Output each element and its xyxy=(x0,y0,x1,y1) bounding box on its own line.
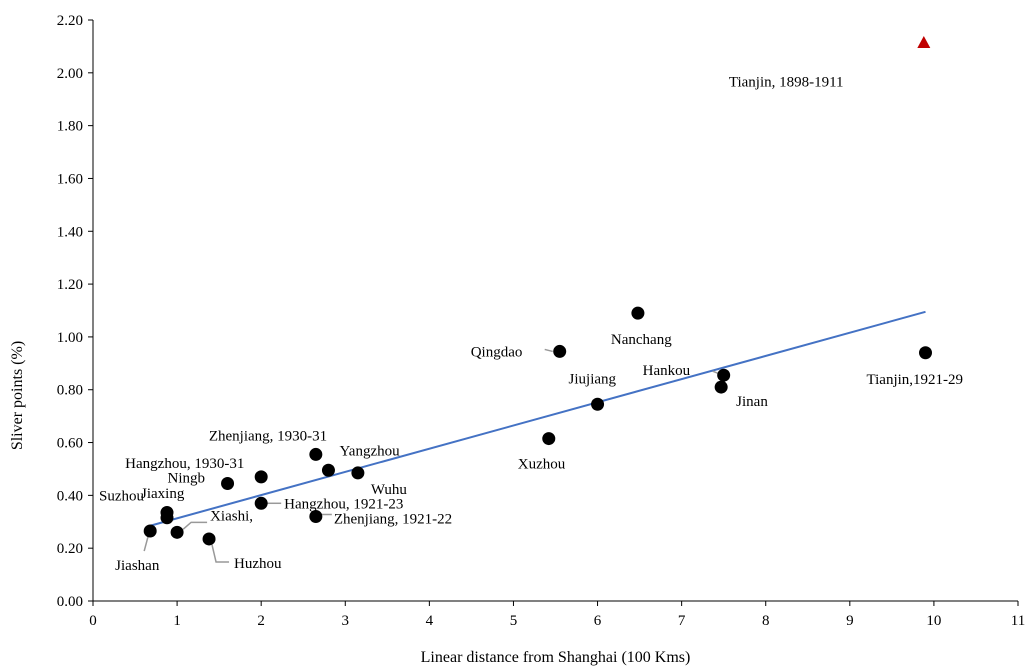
data-point-label: Xuzhou xyxy=(518,457,566,473)
data-point xyxy=(254,496,268,510)
data-point xyxy=(254,470,268,484)
data-point-label: Wuhu xyxy=(371,482,408,498)
label-leader-line xyxy=(211,544,230,563)
y-tick-label: 2.00 xyxy=(57,66,83,82)
y-tick-label: 1.40 xyxy=(57,224,83,240)
y-tick-label: 0.00 xyxy=(57,594,83,610)
y-tick-label: 1.00 xyxy=(57,330,83,346)
data-point-label: Zhenjiang, 1921-22 xyxy=(334,511,452,527)
x-tick-label: 0 xyxy=(89,613,97,629)
data-point xyxy=(919,346,932,360)
x-tick-label: 9 xyxy=(846,613,854,629)
x-axis-title: Linear distance from Shanghai (100 Kms) xyxy=(421,649,691,666)
x-tick-label: 3 xyxy=(342,613,350,629)
data-point xyxy=(170,525,184,539)
data-point-label: Jinan xyxy=(736,394,768,410)
data-point xyxy=(143,524,157,538)
y-tick-label: 0.20 xyxy=(57,541,83,557)
y-tick-label: 0.40 xyxy=(57,488,83,504)
label-leader-line xyxy=(712,370,718,374)
data-point xyxy=(542,432,556,446)
data-point xyxy=(160,511,174,525)
y-tick-label: 1.20 xyxy=(57,277,83,293)
data-point xyxy=(321,463,335,477)
data-point-label: Hankou xyxy=(643,363,691,379)
data-point-label: Qingdao xyxy=(471,344,523,360)
data-point-label: Xiashi, xyxy=(210,508,253,524)
data-point-label: Jiashan xyxy=(115,558,160,574)
label-leader-line xyxy=(182,521,208,530)
data-point-label: Tianjin,1921-29 xyxy=(867,372,964,388)
data-point xyxy=(202,532,216,546)
data-point-label: Yangzhou xyxy=(339,443,400,459)
y-tick-label: 1.60 xyxy=(57,171,83,187)
trendline xyxy=(149,310,926,527)
data-point-label: Hangzhou, 1930-31 xyxy=(125,456,244,472)
x-tick-label: 1 xyxy=(173,613,181,629)
data-point-label: Ningb xyxy=(168,470,206,486)
data-point xyxy=(631,306,645,320)
data-point-triangle xyxy=(917,35,931,48)
data-point-label: Jiaxing xyxy=(141,486,185,502)
y-tick-label: 2.20 xyxy=(57,13,83,29)
data-point-label: Zhenjiang, 1930-31 xyxy=(209,428,327,444)
x-tick-label: 8 xyxy=(762,613,770,629)
data-point xyxy=(717,368,731,382)
data-point xyxy=(221,476,235,490)
data-point xyxy=(309,509,323,523)
x-tick-label: 7 xyxy=(678,613,686,629)
data-point-label: Suzhou xyxy=(99,489,145,505)
data-point-label: Hangzhou, 1921-23 xyxy=(284,496,403,512)
x-tick-label: 6 xyxy=(594,613,602,629)
data-point xyxy=(714,380,728,394)
data-point xyxy=(351,466,365,480)
data-point xyxy=(309,447,323,461)
data-point xyxy=(591,397,605,411)
data-point-label: Jiujiang xyxy=(569,371,617,387)
y-tick-label: 0.60 xyxy=(57,436,83,452)
label-leader-line xyxy=(143,535,149,552)
data-point-label: Nanchang xyxy=(611,332,672,348)
data-point xyxy=(553,344,567,358)
x-tick-label: 10 xyxy=(926,613,941,629)
x-tick-label: 5 xyxy=(510,613,518,629)
x-tick-label: 11 xyxy=(1011,613,1025,629)
label-leader-line xyxy=(544,348,553,353)
y-tick-label: 0.80 xyxy=(57,383,83,399)
y-tick-label: 1.80 xyxy=(57,119,83,135)
x-tick-label: 4 xyxy=(426,613,434,629)
data-point-label: Huzhou xyxy=(234,556,282,572)
data-point-label: Tianjin, 1898-1911 xyxy=(729,74,844,90)
y-axis-title: Sliver points (%) xyxy=(9,341,26,450)
x-tick-label: 2 xyxy=(257,613,265,629)
